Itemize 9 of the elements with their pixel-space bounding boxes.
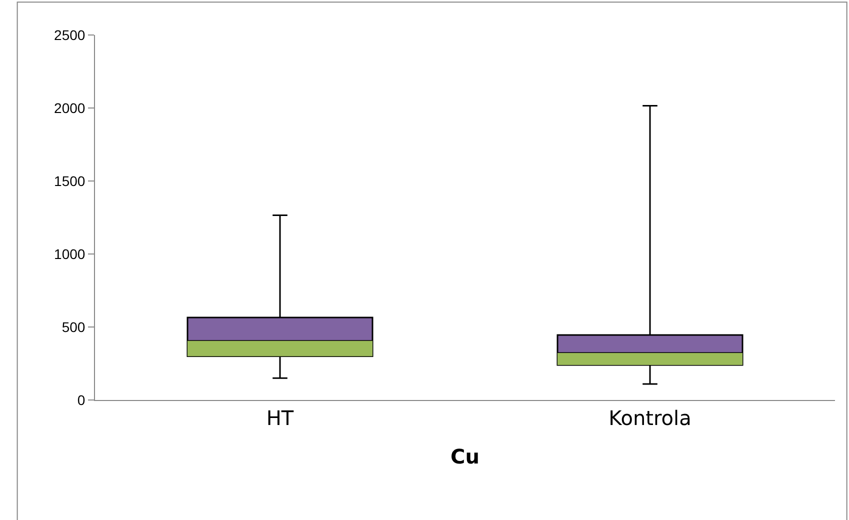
y-tick-label: 1500 (54, 172, 86, 189)
x-tick-label: Kontrola (608, 406, 692, 430)
y-tick-label: 500 (62, 318, 86, 335)
y-tick-label: 1000 (54, 246, 86, 262)
y-tick-label: 0 (77, 392, 86, 408)
y-tick-label: 2000 (54, 100, 86, 116)
x-axis-title: Cu (450, 444, 480, 468)
y-tick-label: 2500 (54, 26, 86, 43)
x-tick-label: HT (266, 406, 294, 430)
